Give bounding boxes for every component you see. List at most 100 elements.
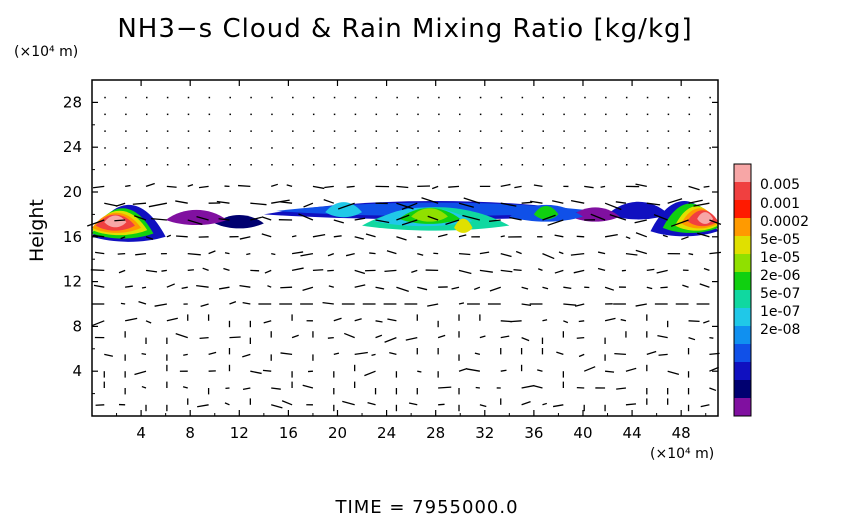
wind-vector-calm xyxy=(459,147,461,149)
wind-vector-calm xyxy=(438,147,440,149)
wind-vector xyxy=(489,286,501,292)
wind-vector xyxy=(141,352,147,356)
wind-vectors xyxy=(87,96,722,412)
wind-vector xyxy=(510,320,522,323)
wind-vector xyxy=(635,249,647,255)
wind-vector xyxy=(365,233,376,238)
colorbar-swatch xyxy=(734,326,751,345)
wind-vector xyxy=(547,219,564,226)
x-tick-label: 16 xyxy=(279,424,298,442)
x-tick-label: 12 xyxy=(230,424,249,442)
wind-vector xyxy=(120,236,126,240)
wind-vector-calm xyxy=(688,96,691,99)
wind-vector xyxy=(417,370,422,373)
wind-vector xyxy=(396,202,414,210)
wind-vector-calm xyxy=(125,164,127,166)
wind-vector xyxy=(401,202,418,210)
colorbar-swatch xyxy=(734,362,751,381)
wind-vector xyxy=(563,320,569,324)
wind-vector xyxy=(578,320,585,323)
wind-vector-calm xyxy=(271,147,273,149)
wind-vector xyxy=(384,269,397,273)
wind-vector-calm xyxy=(646,130,649,132)
wind-vector-calm xyxy=(542,147,544,149)
wind-vector-calm xyxy=(417,130,419,132)
wind-vector xyxy=(646,202,661,206)
cloud-core xyxy=(104,215,127,228)
wind-vector xyxy=(421,197,439,204)
wind-vector xyxy=(458,269,472,275)
wind-vector-calm xyxy=(667,96,670,99)
wind-vector-calm xyxy=(417,147,419,149)
wind-vector-calm xyxy=(667,113,670,116)
wind-vector xyxy=(542,286,549,290)
wind-vector-calm xyxy=(563,147,565,149)
colorbar-label: 5e-05 xyxy=(760,232,800,248)
wind-vector-calm xyxy=(104,164,106,166)
wind-vector-calm xyxy=(375,164,378,166)
wind-vector xyxy=(604,202,622,211)
wind-vector-calm xyxy=(521,130,524,132)
y-tick-label: 16 xyxy=(63,228,82,246)
wind-vector-calm xyxy=(333,113,336,116)
wind-vector xyxy=(396,236,407,241)
wind-vector xyxy=(554,234,564,238)
x-tick-label: 20 xyxy=(328,424,347,442)
wind-vector xyxy=(688,336,696,341)
wind-vector-calm xyxy=(229,164,231,166)
wind-vector xyxy=(709,219,722,225)
wind-vector-calm xyxy=(229,130,231,132)
wind-vector xyxy=(533,385,543,389)
wind-vector-calm xyxy=(146,130,148,132)
wind-vector xyxy=(396,214,410,221)
wind-vector xyxy=(401,219,418,226)
wind-vector xyxy=(91,320,105,327)
wind-vector xyxy=(271,404,283,409)
wind-vector xyxy=(312,185,325,190)
wind-vector xyxy=(202,267,209,272)
wind-vector xyxy=(500,369,507,372)
wind-vector xyxy=(578,353,585,358)
wind-vector xyxy=(556,351,564,356)
wind-vector xyxy=(187,269,194,272)
wind-vector xyxy=(445,219,460,226)
wind-vector xyxy=(500,335,510,339)
wind-vector xyxy=(552,200,564,204)
wind-vector xyxy=(458,252,471,256)
time-label: TIME = 7955000.0 xyxy=(335,497,519,518)
wind-vector-calm xyxy=(104,147,106,149)
colorbar-label: 0.001 xyxy=(760,196,800,212)
wind-vector-calm xyxy=(208,164,211,166)
wind-vector xyxy=(369,252,376,255)
wind-vector xyxy=(563,303,577,306)
wind-vector xyxy=(458,302,465,305)
wind-vector xyxy=(500,235,505,238)
y-tick-label: 12 xyxy=(63,273,82,291)
x-axis-unit: (×10⁴ m) xyxy=(650,446,715,462)
wind-vector xyxy=(183,353,188,356)
wind-vector-calm xyxy=(208,96,211,99)
wind-vector xyxy=(475,386,480,389)
wind-vector xyxy=(521,384,535,389)
wind-vector xyxy=(387,318,397,322)
wind-vector xyxy=(271,183,278,188)
colorbar-swatch xyxy=(734,200,751,219)
wind-vector-calm xyxy=(542,164,544,166)
wind-vector xyxy=(514,185,522,189)
wind-vector-calm xyxy=(166,147,169,149)
wind-vector xyxy=(384,336,397,343)
wind-vector xyxy=(681,236,689,241)
wind-vector xyxy=(291,251,304,255)
wind-vector xyxy=(333,235,342,238)
wind-vector xyxy=(229,300,237,305)
wind-vector-calm xyxy=(312,164,315,166)
wind-vector xyxy=(218,286,230,290)
wind-vector-calm xyxy=(438,130,440,132)
wind-vector-calm xyxy=(333,164,336,166)
colorbar-swatch xyxy=(734,236,751,255)
wind-vector xyxy=(375,320,383,323)
wind-vector xyxy=(670,219,689,227)
wind-vector-calm xyxy=(166,113,169,116)
wind-vector-calm xyxy=(146,147,148,149)
